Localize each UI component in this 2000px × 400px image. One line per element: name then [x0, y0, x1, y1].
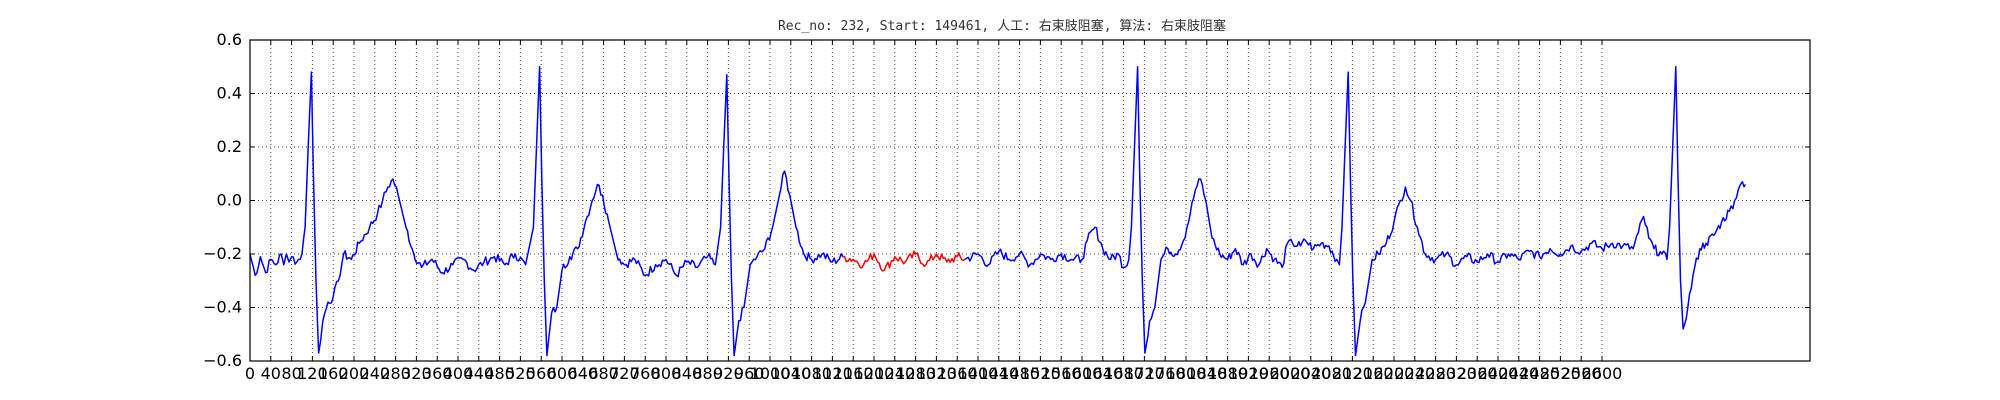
ecg-trace-segment — [964, 66, 1747, 357]
x-tick-label: 1960 — [1249, 364, 1290, 383]
x-tick-label: 1320 — [916, 364, 957, 383]
y-tick-label: 0.4 — [217, 84, 242, 103]
x-tick-label: 2120 — [1332, 364, 1373, 383]
x-tick-label: 360 — [422, 364, 453, 383]
x-tick-label: 1480 — [999, 364, 1040, 383]
y-axis-tick-labels: 0.6 0.4 0.2 0.0 −0.2 −0.4 −0.6 — [203, 30, 242, 370]
x-tick-label: 960 — [734, 364, 765, 383]
x-tick-label: 800 — [651, 364, 682, 383]
x-tick-label: 320 — [401, 364, 432, 383]
x-tick-label: 1760 — [1145, 364, 1186, 383]
x-tick-label: 1200 — [854, 364, 895, 383]
x-tick-label: 2400 — [1478, 364, 1519, 383]
x-tick-label: 2360 — [1457, 364, 1498, 383]
x-tick-label: 2000 — [1270, 364, 1311, 383]
x-tick-label: 1920 — [1228, 364, 1269, 383]
x-tick-label: 400 — [443, 364, 474, 383]
x-tick-label: 2520 — [1540, 364, 1581, 383]
x-tick-label: 1160 — [833, 364, 874, 383]
x-tick-label: 1240 — [874, 364, 915, 383]
x-tick-label: 160 — [318, 364, 349, 383]
x-tick-label: 80 — [281, 364, 301, 383]
x-tick-label: 560 — [526, 364, 557, 383]
x-tick-label: 40 — [261, 364, 281, 383]
x-tick-label: 1800 — [1166, 364, 1207, 383]
x-tick-label: 2040 — [1290, 364, 1331, 383]
x-tick-label: 1840 — [1186, 364, 1227, 383]
y-tick-label: 0.6 — [217, 30, 242, 49]
axis-ticks — [249, 39, 1810, 362]
x-tick-label: 2320 — [1436, 364, 1477, 383]
grid — [250, 40, 1810, 361]
x-tick-label: 1040 — [770, 364, 811, 383]
ecg-signal — [249, 66, 1747, 357]
ecg-highlighted-beat — [842, 250, 966, 272]
x-tick-label: 2200 — [1374, 364, 1415, 383]
x-tick-label: 720 — [609, 364, 640, 383]
x-tick-label: 1520 — [1020, 364, 1061, 383]
x-tick-label: 920 — [713, 364, 744, 383]
x-tick-label: 1280 — [895, 364, 936, 383]
x-tick-label: 2560 — [1561, 364, 1602, 383]
x-tick-label: 1440 — [978, 364, 1019, 383]
x-tick-label: 2440 — [1498, 364, 1539, 383]
x-tick-label: 2240 — [1394, 364, 1435, 383]
x-tick-label: 2600 — [1582, 364, 1623, 383]
y-tick-label: −0.2 — [203, 244, 242, 263]
x-tick-label: 1400 — [958, 364, 999, 383]
x-tick-label: 440 — [464, 364, 495, 383]
x-tick-label: 1560 — [1041, 364, 1082, 383]
x-tick-label: 880 — [692, 364, 723, 383]
chart-title: Rec_no: 232, Start: 149461, 人工: 右束肢阻塞, 算… — [778, 18, 1226, 34]
x-tick-label: 1360 — [937, 364, 978, 383]
y-tick-label: −0.4 — [203, 298, 242, 317]
y-tick-label: −0.6 — [203, 351, 242, 370]
x-tick-label: 480 — [484, 364, 515, 383]
ecg-trace-segment — [249, 66, 844, 357]
y-tick-label: 0.0 — [217, 191, 242, 210]
x-tick-label: 280 — [380, 364, 411, 383]
x-tick-label: 680 — [588, 364, 619, 383]
x-tick-label: 1000 — [750, 364, 791, 383]
x-tick-label: 840 — [672, 364, 703, 383]
x-tick-label: 1120 — [812, 364, 853, 383]
x-tick-label: 2080 — [1311, 364, 1352, 383]
x-tick-label: 2160 — [1353, 364, 1394, 383]
y-tick-label: 0.2 — [217, 137, 242, 156]
x-tick-label: 240 — [360, 364, 391, 383]
x-tick-label: 760 — [630, 364, 661, 383]
x-tick-label: 2280 — [1415, 364, 1456, 383]
x-tick-label: 1600 — [1062, 364, 1103, 383]
x-tick-label: 120 — [297, 364, 328, 383]
x-axis-tick-labels: 0 40 8012016020024028032036040044048052056… — [245, 364, 1622, 383]
x-tick-label: 1640 — [1082, 364, 1123, 383]
x-tick-label: 520 — [505, 364, 536, 383]
x-tick-label: 1080 — [791, 364, 832, 383]
x-tick-label: 600 — [547, 364, 578, 383]
x-tick-label: 2480 — [1519, 364, 1560, 383]
x-tick-label: 640 — [568, 364, 599, 383]
x-tick-label: 1680 — [1103, 364, 1144, 383]
x-tick-label: 1880 — [1207, 364, 1248, 383]
x-tick-label: 200 — [339, 364, 370, 383]
x-tick-label: 0 — [245, 364, 255, 383]
x-tick-label: 1720 — [1124, 364, 1165, 383]
